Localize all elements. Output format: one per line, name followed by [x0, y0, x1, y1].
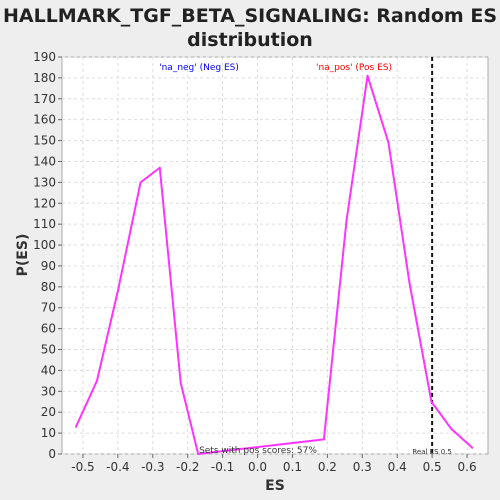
data-point [116, 290, 119, 293]
x-tick-label: 0.4 [388, 460, 407, 474]
y-tick-label: 50 [41, 343, 56, 357]
x-axis: -0.5 -0.4 -0.3 -0.2 -0.1 0.0 0.1 0.2 0.3 0.4 0.5 0.… [71, 454, 477, 474]
x-tick-label: 0.2 [318, 460, 337, 474]
x-tick-label: -0.3 [141, 460, 164, 474]
y-tick-label: 80 [41, 280, 56, 294]
y-tick-label: 120 [33, 196, 56, 210]
data-point [471, 446, 474, 449]
y-tick-label: 140 [33, 154, 56, 168]
y-tick-label: 170 [33, 92, 56, 106]
y-tick-label: 60 [41, 322, 56, 336]
data-point [322, 438, 325, 441]
y-tick-label: 40 [41, 363, 56, 377]
data-point [74, 425, 77, 428]
plot-area [61, 56, 489, 455]
y-axis: 0 10 20 30 40 50 60 70 80 90 100 110 120 130 140 150 160… [33, 50, 62, 461]
y-tick-label: 190 [33, 50, 56, 64]
x-tick-label: 0.6 [458, 460, 477, 474]
data-point [179, 381, 182, 384]
y-tick-label: 0 [48, 447, 56, 461]
y-axis-label: P(ES) [15, 234, 31, 277]
x-tick-label: 0.0 [248, 460, 267, 474]
x-tick-label: 0.3 [353, 460, 372, 474]
y-tick-label: 150 [33, 134, 56, 148]
chart-title-line-1: HALLMARK_TGF_BETA_SIGNALING: Random ES [3, 5, 497, 27]
real-es-label: Real ES 0.5 [412, 448, 452, 456]
series-layer [74, 74, 474, 455]
chart-title-line-2: distribution [187, 29, 313, 51]
y-tick-label: 70 [41, 301, 56, 315]
pos-scores-annotation: Sets with pos scores: 57% [199, 446, 317, 456]
data-point [408, 281, 411, 284]
data-point [450, 427, 453, 430]
data-point [387, 141, 390, 144]
data-point [197, 453, 200, 455]
x-tick-label: -0.1 [211, 460, 234, 474]
y-tick-label: 20 [41, 405, 56, 419]
y-tick-label: 110 [33, 217, 56, 231]
y-tick-label: 160 [33, 113, 56, 127]
data-point [139, 181, 142, 184]
pos-es-label: 'na_pos' (Pos ES) [316, 63, 392, 73]
y-tick-label: 100 [33, 238, 56, 252]
x-tick-label: 0.5 [423, 460, 442, 474]
data-point [430, 400, 433, 403]
data-point [95, 379, 98, 382]
x-tick-label: 0.1 [283, 460, 302, 474]
y-tick-label: 30 [41, 384, 56, 398]
y-tick-label: 10 [41, 426, 56, 440]
x-tick-label: -0.5 [71, 460, 94, 474]
data-point [158, 166, 161, 169]
y-tick-label: 90 [41, 259, 56, 273]
y-tick-label: 180 [33, 71, 56, 85]
data-point [345, 218, 348, 221]
neg-es-label: 'na_neg' (Neg ES) [159, 63, 239, 73]
grid-lines [62, 56, 488, 455]
x-tick-label: -0.4 [106, 460, 129, 474]
x-axis-label: ES [265, 478, 285, 494]
x-tick-label: -0.2 [176, 460, 199, 474]
y-tick-label: 130 [33, 175, 56, 189]
data-point [366, 74, 369, 77]
